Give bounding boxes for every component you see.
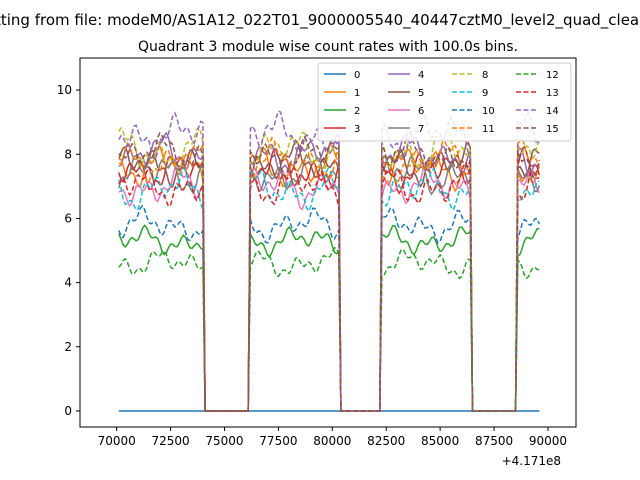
legend-label: 8 xyxy=(482,70,488,81)
series-layer xyxy=(118,110,541,412)
x-tick-label: 90000 xyxy=(529,434,567,448)
y-tick-label: 8 xyxy=(64,147,72,161)
x-offset-label: +4.171e8 xyxy=(502,454,561,468)
legend-label: 10 xyxy=(482,106,495,117)
x-tick-label: 87500 xyxy=(475,434,513,448)
legend-label: 15 xyxy=(546,124,559,135)
series-line-2 xyxy=(118,224,540,412)
series-line-10 xyxy=(118,204,540,412)
series-line-9 xyxy=(118,167,540,412)
x-tick-label: 75000 xyxy=(205,434,243,448)
y-tick-label: 4 xyxy=(64,276,72,290)
series-line-3 xyxy=(118,145,541,412)
legend-label: 0 xyxy=(354,70,360,81)
x-tick-label: 80000 xyxy=(313,434,351,448)
series-line-7 xyxy=(118,153,541,412)
series-line-5 xyxy=(118,139,540,412)
ticks-layer: 70000 72500 75000 77500 80000 82500 85000 87500… xyxy=(57,83,567,448)
series-line-8 xyxy=(118,125,541,412)
series-line-13 xyxy=(118,161,540,412)
series-line-15 xyxy=(118,130,541,412)
legend-label: 9 xyxy=(482,88,488,99)
y-tick-label: 2 xyxy=(64,340,72,354)
x-tick-label: 72500 xyxy=(151,434,189,448)
y-tick-label: 10 xyxy=(57,83,72,97)
x-tick-label: 70000 xyxy=(98,434,136,448)
series-line-12 xyxy=(118,246,540,412)
x-tick-label: 82500 xyxy=(367,434,405,448)
legend-label: 3 xyxy=(354,124,360,135)
axes-frame xyxy=(79,57,577,428)
legend-label: 4 xyxy=(418,70,424,81)
legend-label: 6 xyxy=(418,106,424,117)
legend-label: 11 xyxy=(482,124,495,135)
chart-title: Quadrant 3 module wise count rates with … xyxy=(138,39,518,55)
legend-label: 13 xyxy=(546,88,559,99)
legend-label: 7 xyxy=(418,124,424,135)
legend-box xyxy=(317,62,572,142)
legend-label: 14 xyxy=(546,106,559,117)
y-tick-label: 6 xyxy=(64,211,72,225)
series-line-14 xyxy=(118,110,540,412)
legend-label: 1 xyxy=(354,88,360,99)
legend-label: 12 xyxy=(546,70,559,81)
x-tick-label: 85000 xyxy=(421,434,459,448)
y-tick-label: 0 xyxy=(64,404,72,418)
chart-suptitle: Plotting from file: modeM0/AS1A12_022T01… xyxy=(0,11,640,30)
legend-label: 2 xyxy=(354,106,360,117)
series-line-6 xyxy=(118,162,540,412)
x-tick-label: 77500 xyxy=(259,434,297,448)
legend-label: 5 xyxy=(418,88,424,99)
